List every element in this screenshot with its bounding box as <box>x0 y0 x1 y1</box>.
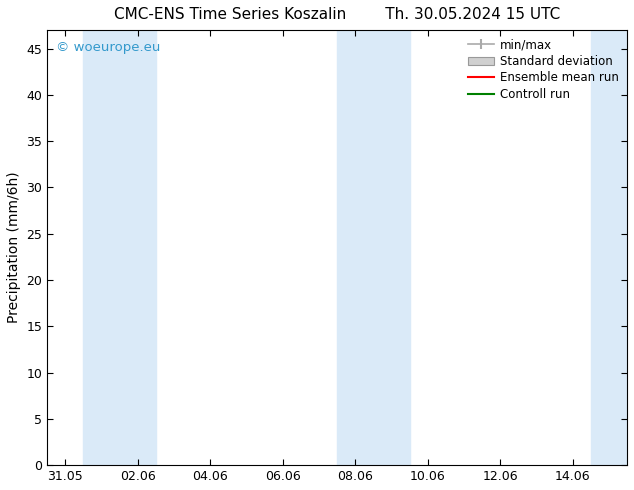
Bar <box>591 30 627 465</box>
Title: CMC-ENS Time Series Koszalin        Th. 30.05.2024 15 UTC: CMC-ENS Time Series Koszalin Th. 30.05.2… <box>114 7 560 22</box>
Bar <box>337 30 410 465</box>
Text: © woeurope.eu: © woeurope.eu <box>56 41 160 54</box>
Legend: min/max, Standard deviation, Ensemble mean run, Controll run: min/max, Standard deviation, Ensemble me… <box>463 34 623 106</box>
Y-axis label: Precipitation (mm/6h): Precipitation (mm/6h) <box>7 172 21 323</box>
Bar <box>84 30 156 465</box>
